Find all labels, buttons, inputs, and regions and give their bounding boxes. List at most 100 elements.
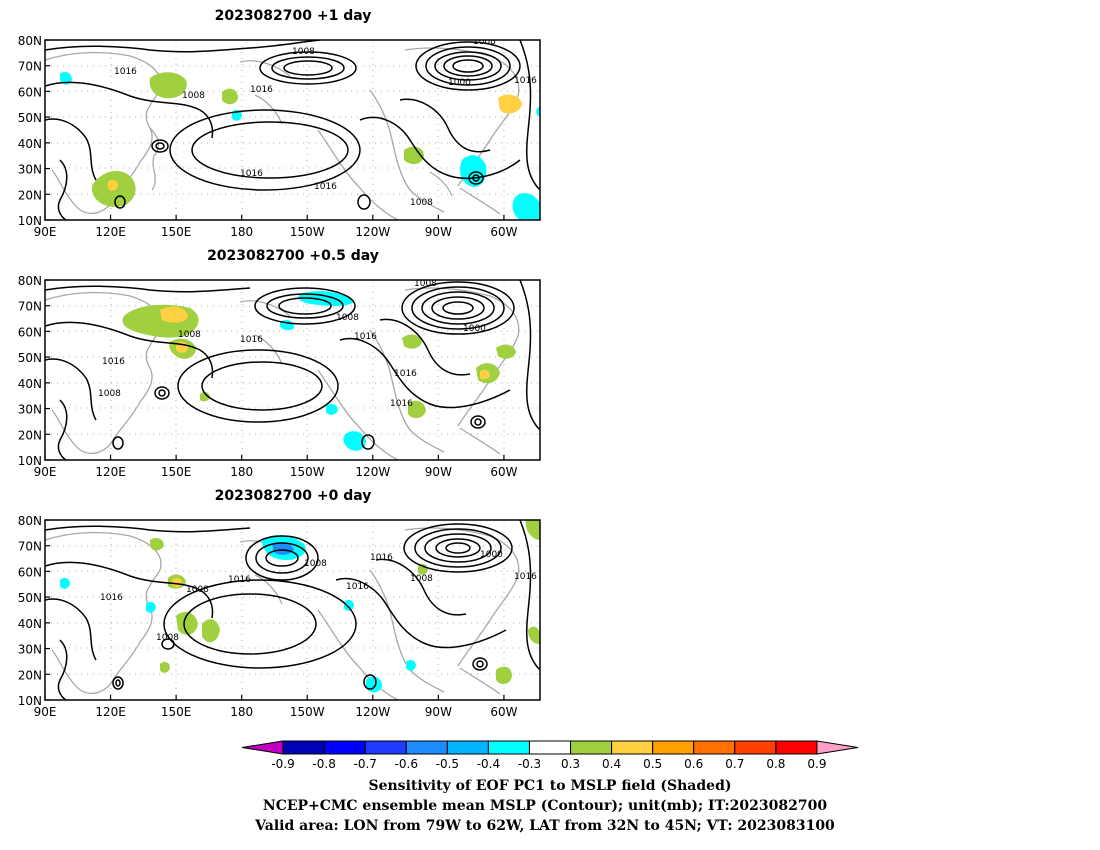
colorbar-label: 0.8	[766, 757, 785, 771]
caption-line-3: Valid area: LON from 79W to 62W, LAT fro…	[254, 818, 835, 834]
lat-tick-label: 20N	[18, 428, 42, 442]
lat-tick-label: 60N	[18, 325, 42, 339]
lat-tick-label: 20N	[18, 668, 42, 682]
mslp-contours	[45, 520, 540, 700]
lat-tick-label: 40N	[18, 137, 42, 151]
lon-tick-label: 120E	[95, 465, 126, 479]
lon-tick-label: 90W	[425, 705, 452, 719]
contour-label: 1008	[336, 313, 359, 323]
colorbar-label: -0.5	[436, 757, 459, 771]
map-area: 1008 1016 1016 1008 1016 1008 1016 1016 …	[45, 279, 540, 460]
contour-label: 1008	[182, 91, 205, 101]
colorbar-swatch	[405, 740, 448, 755]
coastlines	[45, 287, 520, 460]
mslp-contours	[45, 40, 540, 220]
colorbar-swatch	[570, 740, 613, 755]
contour-label: 1016	[100, 593, 123, 603]
lat-tick-label: 60N	[18, 85, 42, 99]
contour-label: 1008	[414, 279, 437, 289]
contour-label: 1016	[346, 582, 369, 592]
contour-label: 1016	[514, 572, 537, 582]
lat-tick-label: 40N	[18, 377, 42, 391]
lat-tick-label: 80N	[18, 274, 42, 288]
lon-tick-label: 180	[230, 225, 253, 239]
colorbar-swatch	[364, 740, 407, 755]
lon-tick-label: 150W	[290, 225, 325, 239]
lon-tick-label: 150E	[161, 705, 192, 719]
colorbar-swatch	[734, 740, 777, 755]
colorbar-label: -0.6	[395, 757, 418, 771]
colorbar-label: -0.8	[312, 757, 335, 771]
contour-label: 1008	[410, 574, 433, 584]
colorbar-swatch	[611, 740, 654, 755]
contour-label: 1016	[114, 67, 137, 77]
coastlines	[45, 47, 520, 220]
contour-label: 1000	[448, 78, 471, 88]
contour-label: 1016	[354, 332, 377, 342]
panel-title: 2023082700 +1 day	[215, 8, 372, 24]
lat-tick-label: 70N	[18, 60, 42, 74]
colorbar-label: 0.5	[643, 757, 662, 771]
contour-label: 1016	[514, 76, 537, 86]
contour-labels: 1008 1016 1008 1016 1016 1016 1008 1000 …	[114, 37, 537, 208]
colorbar-swatch	[323, 740, 366, 755]
sensitivity-shading	[60, 72, 540, 220]
lat-tick-label: 70N	[18, 540, 42, 554]
panel-title: 2023082700 +0.5 day	[207, 248, 379, 264]
panel-title: 2023082700 +0 day	[215, 488, 372, 504]
colorbar-swatch	[693, 740, 736, 755]
map-area: 1008 1016 1008 1016 1016 1016 1008 1000 …	[45, 37, 540, 220]
lat-tick-label: 20N	[18, 188, 42, 202]
lat-tick-label: 60N	[18, 565, 42, 579]
contour-label: 1008	[304, 559, 327, 569]
map-area: 1016 1008 1016 1008 1008 1016 1016 1008 …	[45, 520, 540, 700]
contour-label: 1008	[186, 585, 209, 595]
lon-tick-label: 150E	[161, 225, 192, 239]
colorbar-label: 0.9	[807, 757, 826, 771]
contour-label: 1000	[463, 324, 486, 334]
contour-label: 1016	[240, 335, 263, 345]
colorbar-swatch	[282, 740, 325, 755]
lon-tick-label: 120W	[355, 705, 390, 719]
contour-label: 1008	[473, 37, 496, 47]
colorbar-swatch	[816, 740, 859, 755]
contour-label: 1008	[410, 198, 433, 208]
lon-tick-label: 90E	[34, 225, 57, 239]
colorbar: -0.9 -0.8 -0.7 -0.6 -0.5 -0.4 -0.3 0.3 0.4 0.5 0.6…	[241, 740, 859, 771]
contour-label: 1016	[370, 553, 393, 563]
colorbar-label: -0.9	[271, 757, 294, 771]
lat-tick-label: 80N	[18, 34, 42, 48]
lon-tick-label: 60W	[490, 225, 517, 239]
lat-tick-label: 50N	[18, 351, 42, 365]
map-panel-plus0day: 2023082700 +0 day	[18, 488, 541, 719]
lon-tick-label: 120W	[355, 465, 390, 479]
mslp-contours	[45, 280, 540, 460]
colorbar-label: 0.7	[725, 757, 744, 771]
contour-label: 1008	[292, 47, 315, 57]
lon-tick-label: 180	[230, 705, 253, 719]
lon-tick-label: 150E	[161, 465, 192, 479]
lon-tick-label: 90W	[425, 465, 452, 479]
colorbar-label: 0.3	[561, 757, 580, 771]
contour-label: 1016	[250, 85, 273, 95]
lon-tick-label: 150W	[290, 465, 325, 479]
colorbar-label: 0.6	[684, 757, 703, 771]
map-panel-plus1day: 2023082700 +1 day	[18, 8, 541, 239]
lon-tick-label: 120W	[355, 225, 390, 239]
lat-tick-label: 40N	[18, 617, 42, 631]
contour-label: 1000	[480, 550, 503, 560]
contour-label: 1016	[394, 369, 417, 379]
map-frame	[44, 279, 541, 461]
colorbar-swatch	[487, 740, 530, 755]
colorbar-swatch	[241, 740, 284, 755]
lat-tick-label: 80N	[18, 514, 42, 528]
colorbar-label: -0.7	[353, 757, 376, 771]
lat-tick-label: 50N	[18, 591, 42, 605]
lon-tick-label: 90E	[34, 465, 57, 479]
contour-labels: 1008 1016 1016 1008 1016 1008 1016 1016 …	[98, 279, 486, 409]
lat-tick-label: 70N	[18, 300, 42, 314]
map-frame	[44, 39, 541, 221]
lat-tick-label: 30N	[18, 403, 42, 417]
colorbar-label: 0.4	[602, 757, 621, 771]
